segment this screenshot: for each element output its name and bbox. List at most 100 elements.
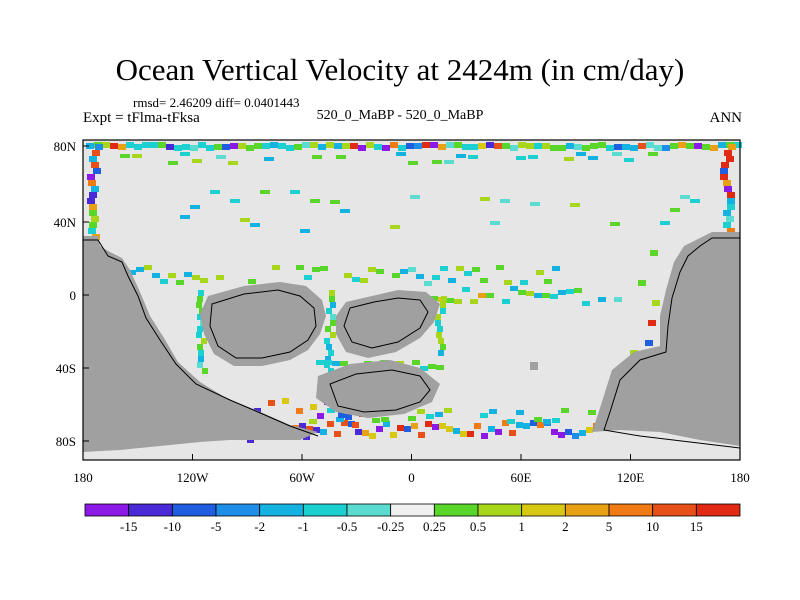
velocity-cell xyxy=(490,221,500,225)
velocity-cell xyxy=(176,280,184,285)
coastline-contours xyxy=(83,237,741,449)
velocity-cell xyxy=(296,408,303,414)
velocity-cell xyxy=(723,210,731,216)
velocity-cell xyxy=(206,145,214,151)
velocity-cell xyxy=(250,223,260,227)
velocity-cell xyxy=(374,144,382,150)
velocity-cell xyxy=(510,286,518,291)
velocity-cell xyxy=(488,426,495,432)
velocity-cell xyxy=(102,142,110,148)
velocity-cell xyxy=(338,412,345,418)
velocity-cell xyxy=(435,412,443,417)
velocity-cell xyxy=(136,267,144,272)
velocity-cell xyxy=(260,190,270,194)
velocity-cell xyxy=(328,368,334,374)
x-tick-label: 0 xyxy=(408,470,415,485)
velocity-cell xyxy=(720,174,728,180)
colorbar-box xyxy=(390,503,435,517)
velocity-cell xyxy=(398,145,406,151)
velocity-cell xyxy=(192,159,202,163)
velocity-cell xyxy=(530,420,537,426)
velocity-cell xyxy=(507,419,515,424)
velocity-cell xyxy=(88,228,96,234)
velocity-cell xyxy=(426,414,434,419)
velocity-cell xyxy=(196,302,202,308)
velocity-cell xyxy=(325,326,331,332)
velocity-cell xyxy=(200,278,208,283)
velocity-cell xyxy=(686,143,694,149)
velocity-cell xyxy=(660,221,670,225)
velocity-cell xyxy=(734,142,742,148)
velocity-cell xyxy=(410,195,420,199)
velocity-cell xyxy=(197,314,203,320)
velocity-cell xyxy=(91,186,99,192)
velocity-cell xyxy=(496,265,504,270)
velocity-cell xyxy=(438,338,444,344)
velocity-cell xyxy=(126,142,134,148)
velocity-cell xyxy=(432,275,440,280)
velocity-cell xyxy=(334,431,341,437)
y-tick-label: 80S xyxy=(56,434,76,449)
velocity-cell xyxy=(425,421,432,427)
velocity-cell xyxy=(383,421,390,427)
velocity-cell xyxy=(120,154,130,158)
velocity-cell xyxy=(327,421,334,427)
velocity-cell xyxy=(518,142,526,148)
x-tick-label: 60E xyxy=(511,470,532,485)
velocity-cell xyxy=(721,162,729,168)
velocity-cell xyxy=(328,350,334,356)
velocity-cell xyxy=(495,429,502,435)
velocity-cell xyxy=(558,432,565,438)
experiment-label: Expt = tFlma-tFksa xyxy=(83,110,200,126)
colorbar-box xyxy=(302,503,348,517)
velocity-cell xyxy=(128,270,136,275)
velocity-cell xyxy=(638,280,646,286)
velocity-cell xyxy=(576,152,586,156)
velocity-cell xyxy=(480,197,490,201)
velocity-cell xyxy=(150,142,158,148)
velocity-cell xyxy=(366,142,374,148)
velocity-cell xyxy=(590,143,598,149)
velocity-cell xyxy=(542,293,550,298)
velocity-cell xyxy=(336,155,346,159)
velocity-cell xyxy=(118,144,126,150)
velocity-cell xyxy=(694,143,702,149)
velocity-cell xyxy=(424,281,432,286)
velocity-cell xyxy=(726,216,734,222)
velocity-cell xyxy=(566,143,574,149)
velocity-cell xyxy=(645,340,653,346)
velocity-cell xyxy=(329,296,335,302)
velocity-cell xyxy=(92,150,100,156)
velocity-cell xyxy=(435,314,441,320)
colorbar-label: 10 xyxy=(646,519,659,534)
velocity-cell xyxy=(710,145,718,151)
velocity-cell xyxy=(355,429,362,435)
velocity-cell xyxy=(446,298,454,303)
velocity-cell xyxy=(480,278,488,283)
velocity-cell xyxy=(144,265,152,270)
colorbar-label: -10 xyxy=(164,519,181,534)
velocity-cell xyxy=(248,279,256,284)
velocity-cell xyxy=(561,408,569,413)
velocity-cell xyxy=(406,143,414,149)
velocity-cell xyxy=(523,423,530,429)
velocity-cell xyxy=(326,142,334,148)
velocity-cell xyxy=(400,269,408,274)
velocity-cell xyxy=(89,192,97,198)
velocity-cell xyxy=(372,418,380,423)
x-tick-label: 120E xyxy=(617,470,645,485)
map-area xyxy=(83,140,742,460)
y-tick-label: 40N xyxy=(54,215,77,230)
velocity-cell xyxy=(680,195,690,199)
velocity-cell xyxy=(598,142,606,148)
velocity-cell xyxy=(446,426,453,432)
velocity-cell xyxy=(502,143,510,149)
velocity-cell xyxy=(142,142,150,148)
velocity-cell xyxy=(88,180,96,186)
velocity-cell xyxy=(160,279,168,284)
velocity-cell xyxy=(352,422,359,428)
season-label: ANN xyxy=(709,110,743,126)
velocity-cell xyxy=(190,205,200,209)
velocity-cell xyxy=(341,420,348,426)
